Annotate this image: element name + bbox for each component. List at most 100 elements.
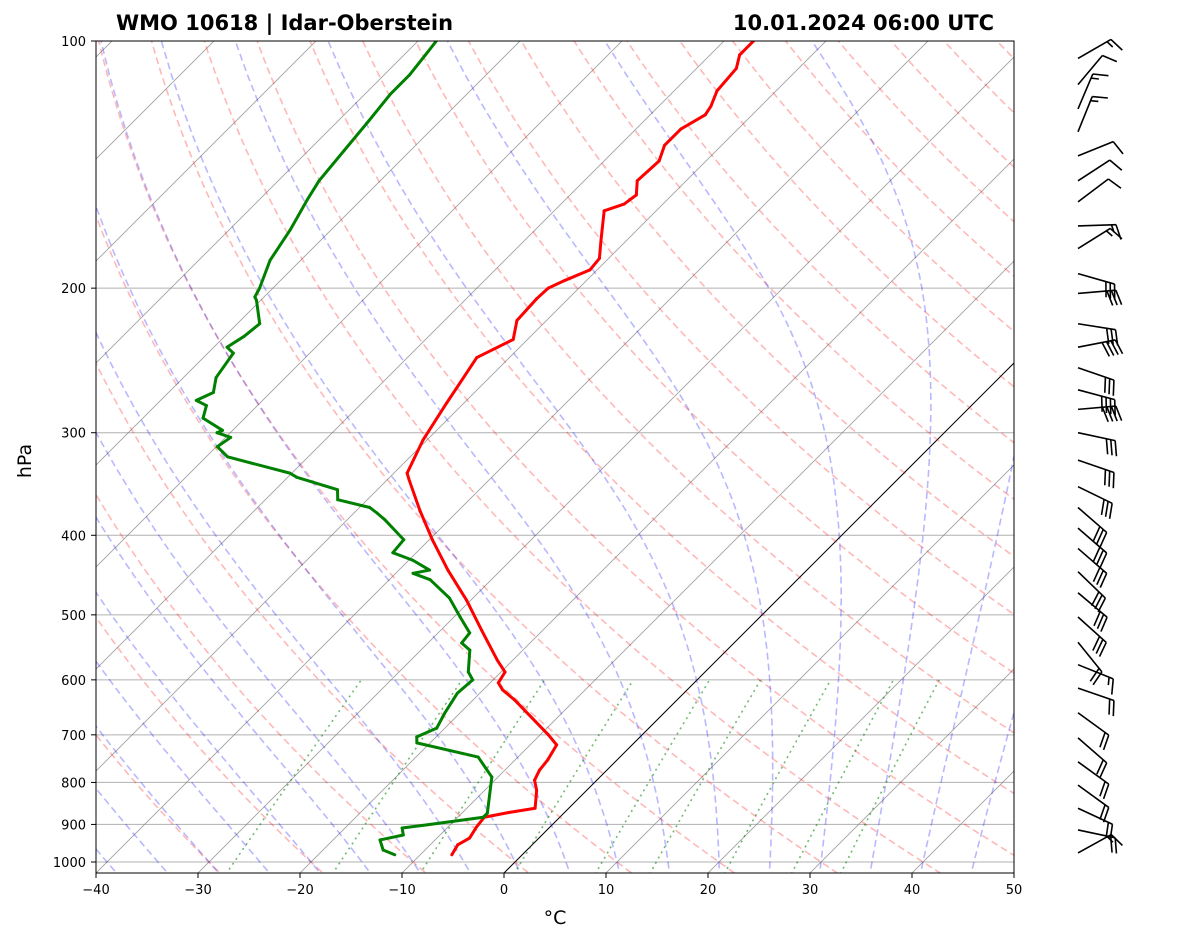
x-tick-label: 50 <box>1006 883 1023 898</box>
isotherm <box>809 668 1014 873</box>
barb-feather <box>1101 342 1111 357</box>
barb-feather <box>1110 678 1115 695</box>
barb-feather <box>1094 594 1103 610</box>
dewpoint-segment <box>381 848 397 857</box>
temperature-segment <box>622 193 638 206</box>
barb-feather <box>1114 837 1118 854</box>
temperature-segment <box>537 758 550 772</box>
moist-adiabat <box>234 41 671 873</box>
wind-barb <box>1077 339 1124 357</box>
dry-adiabat <box>309 41 1014 795</box>
x-tick-label: 10 <box>598 883 615 898</box>
barb-feather <box>1098 642 1107 657</box>
barb-feather <box>1102 783 1110 800</box>
dewpoint-segment <box>214 351 235 380</box>
isotherm <box>707 566 1014 873</box>
temperature-segment <box>533 788 539 810</box>
temperature-segment <box>546 743 559 762</box>
dewpoint-segment <box>423 41 438 57</box>
temperature-segment <box>703 104 713 117</box>
y-axis: 100 200 300 400 500 600 700 800 900 1000 <box>53 35 96 871</box>
dry-adiabat <box>626 41 1014 444</box>
barb-staff <box>1077 289 1116 295</box>
barb-feather <box>1102 54 1118 63</box>
temperature-segment <box>465 598 484 632</box>
barb-feather <box>1101 406 1109 423</box>
dewpoint-segment <box>258 258 272 290</box>
isotherm <box>96 41 827 772</box>
dewpoint-segment <box>447 596 462 619</box>
dewpoint-segment <box>242 322 262 338</box>
isotherm <box>96 41 521 466</box>
dewpoint-segment <box>391 538 406 555</box>
temperature-segment <box>445 356 479 405</box>
wind-barb <box>1077 159 1123 182</box>
mixing-ratio-line <box>840 679 940 873</box>
moist-adiabat <box>96 515 372 873</box>
wind-barb <box>1077 833 1124 854</box>
barb-feather <box>1107 178 1122 189</box>
temperature-segment <box>533 768 541 782</box>
wind-barb <box>1077 506 1108 548</box>
moist-adiabat <box>96 203 522 873</box>
dewpoint-segment <box>225 334 246 349</box>
temperature-segment <box>495 658 507 674</box>
wind-barb <box>1077 38 1123 60</box>
barb-staff <box>1077 159 1111 182</box>
barb-feather <box>1110 290 1118 306</box>
dry-adiabat <box>256 41 1014 857</box>
wind-barbs <box>1077 38 1124 854</box>
barb-feather <box>1092 73 1109 77</box>
barb-feather <box>1092 526 1101 542</box>
y-tick-label: 900 <box>61 818 86 833</box>
y-tick-label: 200 <box>61 282 86 297</box>
mixing-ratio-line <box>594 679 711 873</box>
barb-feather <box>1099 552 1108 568</box>
barb-staff <box>1077 272 1115 285</box>
barb-staff <box>1077 223 1117 227</box>
dry-adiabat <box>96 733 222 873</box>
barb-feather <box>1103 377 1107 393</box>
moist-adiabat <box>160 41 621 873</box>
isotherm <box>401 260 1014 873</box>
barb-feather <box>1100 499 1105 515</box>
dewpoint-segment <box>336 498 372 509</box>
temperature-segment <box>535 286 550 301</box>
wind-barb <box>1077 95 1108 133</box>
isotherm <box>96 41 725 670</box>
temperature-segment <box>418 508 434 542</box>
dry-adiabat <box>203 41 942 873</box>
barb-feather <box>1096 549 1105 565</box>
isotherm <box>197 56 1014 873</box>
barb-feather <box>1092 95 1108 99</box>
wind-barb <box>1077 616 1107 657</box>
barb-feather <box>1102 734 1110 751</box>
dry-adiabat <box>150 41 839 873</box>
temperature-segment <box>709 89 719 108</box>
moist-adiabat <box>604 41 843 873</box>
dry-adiabat <box>96 213 633 873</box>
wind-barb <box>1077 712 1110 751</box>
y-tick-label: 600 <box>61 674 86 689</box>
barb-feather <box>1090 591 1100 607</box>
barb-feather <box>1106 836 1114 843</box>
dewpoint-segment <box>253 286 262 299</box>
y-tick-label: 700 <box>61 729 86 744</box>
barb-staff <box>1077 322 1116 331</box>
moist-adiabat <box>327 41 721 873</box>
barb-staff <box>1077 178 1109 203</box>
barb-feather <box>1096 759 1105 775</box>
dewpoint-segment <box>194 390 215 402</box>
temperature-segment <box>715 66 738 93</box>
barb-staff <box>1077 227 1111 250</box>
x-tick-label: 40 <box>904 883 921 898</box>
barb-feather <box>1112 472 1115 489</box>
dry-adiabat <box>97 41 736 873</box>
barb-staff <box>1077 829 1116 839</box>
mixing-ratio-line <box>419 679 546 873</box>
temperature-segment <box>734 53 742 70</box>
x-axis: −40 −30 −20 −10 0 10 20 30 40 50 <box>82 873 1022 898</box>
wind-barb <box>1077 73 1109 110</box>
barb-staff <box>1077 389 1115 401</box>
moist-adiabat <box>96 659 271 873</box>
